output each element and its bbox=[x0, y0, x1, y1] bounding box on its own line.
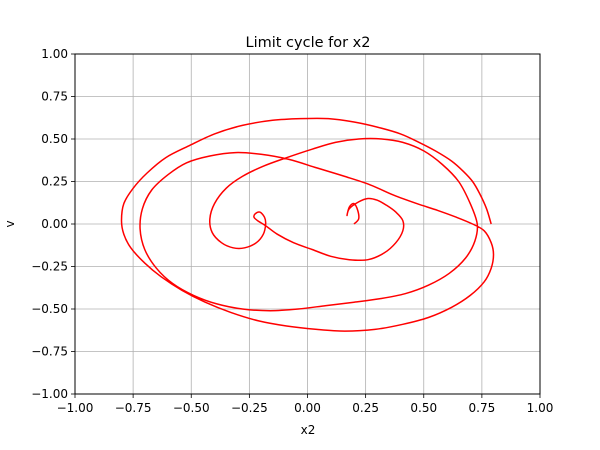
x-tick-label: 0.75 bbox=[469, 401, 496, 415]
y-tick-label: 1.00 bbox=[41, 47, 68, 61]
x-tick-label: 0.25 bbox=[352, 401, 379, 415]
x-tick-label: −0.25 bbox=[231, 401, 268, 415]
x-tick-label: 0.00 bbox=[294, 401, 321, 415]
y-axis-label: v bbox=[3, 220, 17, 227]
y-tick-label: −0.75 bbox=[31, 345, 68, 359]
plot-area bbox=[120, 117, 495, 332]
x-tick-label: 1.00 bbox=[527, 401, 554, 415]
trajectory-line bbox=[120, 117, 495, 332]
y-tick-label: −1.00 bbox=[31, 387, 68, 401]
x-axis-ticks: −1.00 −0.75 −0.50 −0.25 0.00 0.25 0.50 0.75 1.00 bbox=[57, 394, 554, 415]
y-tick-label: −0.25 bbox=[31, 260, 68, 274]
x-tick-label: 0.50 bbox=[410, 401, 437, 415]
y-tick-label: 0.50 bbox=[41, 132, 68, 146]
x-tick-label: −1.00 bbox=[57, 401, 94, 415]
y-tick-label: 0.00 bbox=[41, 217, 68, 231]
axes-frame bbox=[74, 53, 541, 395]
x-axis-label: x2 bbox=[301, 423, 316, 437]
chart-title: Limit cycle for x2 bbox=[246, 35, 371, 51]
y-tick-label: 0.25 bbox=[41, 175, 68, 189]
x-tick-label: −0.50 bbox=[173, 401, 210, 415]
x-tick-label: −0.75 bbox=[115, 401, 152, 415]
y-axis-ticks: −1.00 −0.75 −0.50 −0.25 0.00 0.25 0.50 0.75 1.00 bbox=[31, 47, 75, 401]
y-tick-label: 0.75 bbox=[41, 90, 68, 104]
y-tick-label: −0.50 bbox=[31, 302, 68, 316]
